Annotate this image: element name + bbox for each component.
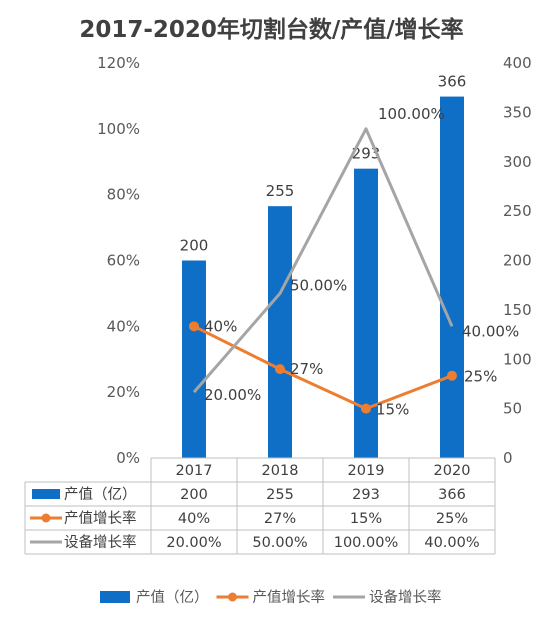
legend-marker [228,592,237,602]
line-data-label: 50.00% [290,276,347,294]
bar [182,260,206,458]
table-cell: 293 [352,487,380,503]
bar-data-label: 255 [266,182,295,200]
table-row-label: 产值增长率 [64,510,137,527]
legend-label: 产值（亿） [136,589,209,606]
line-data-label: 40.00% [462,322,519,340]
bar [354,168,378,458]
left-axis-tick: 60% [107,252,140,270]
table-cell: 200 [180,487,208,503]
line-data-label: 100.00% [378,105,445,123]
left-axis-tick: 0% [116,449,140,467]
right-axis-tick: 250 [503,202,532,220]
table-cell: 15% [350,511,382,527]
legend-label: 设备增长率 [369,589,442,606]
line-data-label: 20.00% [204,386,261,404]
table-cell: 255 [266,487,294,503]
bar [440,96,464,458]
bar-data-label: 200 [180,237,209,255]
legend-label: 产值增长率 [253,589,326,606]
right-axis-tick: 50 [503,400,522,418]
table-header-cell: 2018 [262,463,299,479]
left-axis-tick: 20% [107,383,140,401]
chart-title: 2017-2020年切割台数/产值/增长率 [79,17,464,43]
table-row-label: 产值（亿） [64,486,137,503]
table-cell: 40.00% [424,535,479,551]
right-axis-tick: 200 [503,252,532,270]
right-axis-tick: 400 [503,54,532,72]
line-data-label: 27% [290,360,323,378]
table-cell: 366 [438,487,466,503]
table-cell: 27% [264,511,296,527]
bar [268,206,292,458]
line-data-label: 15% [376,401,409,419]
bar-data-label: 366 [438,73,467,91]
series-line [193,324,453,411]
table-cell: 50.00% [252,535,307,551]
left-axis-tick: 100% [97,120,140,138]
bar-data-label: 293 [352,145,381,163]
table-cell: 20.00% [166,535,221,551]
table-header-cell: 2020 [434,463,471,479]
table-cell: 25% [436,511,468,527]
line-point [189,321,199,332]
right-axis-tick: 300 [503,153,532,171]
right-axis-tick: 150 [503,301,532,319]
left-axis-tick: 80% [107,186,140,204]
left-axis-tick: 40% [107,317,140,335]
table-cell: 100.00% [334,535,399,551]
legend-key [100,591,130,603]
series-line [192,127,454,394]
table-header-cell: 2019 [348,463,385,479]
line-point [447,370,457,381]
table-legend-marker [41,513,51,523]
table-cell: 40% [178,511,210,527]
line-data-label: 25% [464,368,497,386]
left-axis-tick: 120% [97,54,140,72]
right-axis-tick: 100 [503,350,532,368]
table-row-label: 设备增长率 [64,534,137,551]
right-axis-tick: 350 [503,103,532,121]
table-header-cell: 2017 [176,463,213,479]
right-axis-tick: 0 [503,449,513,467]
table-legend-key [32,489,60,499]
line-point [275,364,285,375]
line-data-label: 40% [204,317,237,335]
line-point [361,403,371,414]
